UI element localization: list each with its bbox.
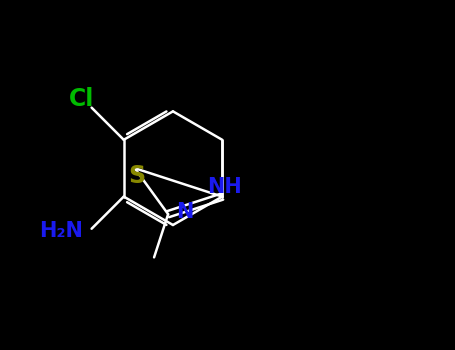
Text: H₂N: H₂N	[40, 221, 83, 241]
Text: NH: NH	[207, 177, 242, 197]
Text: N: N	[176, 202, 194, 222]
Text: S: S	[128, 164, 146, 188]
Text: Cl: Cl	[69, 88, 94, 111]
